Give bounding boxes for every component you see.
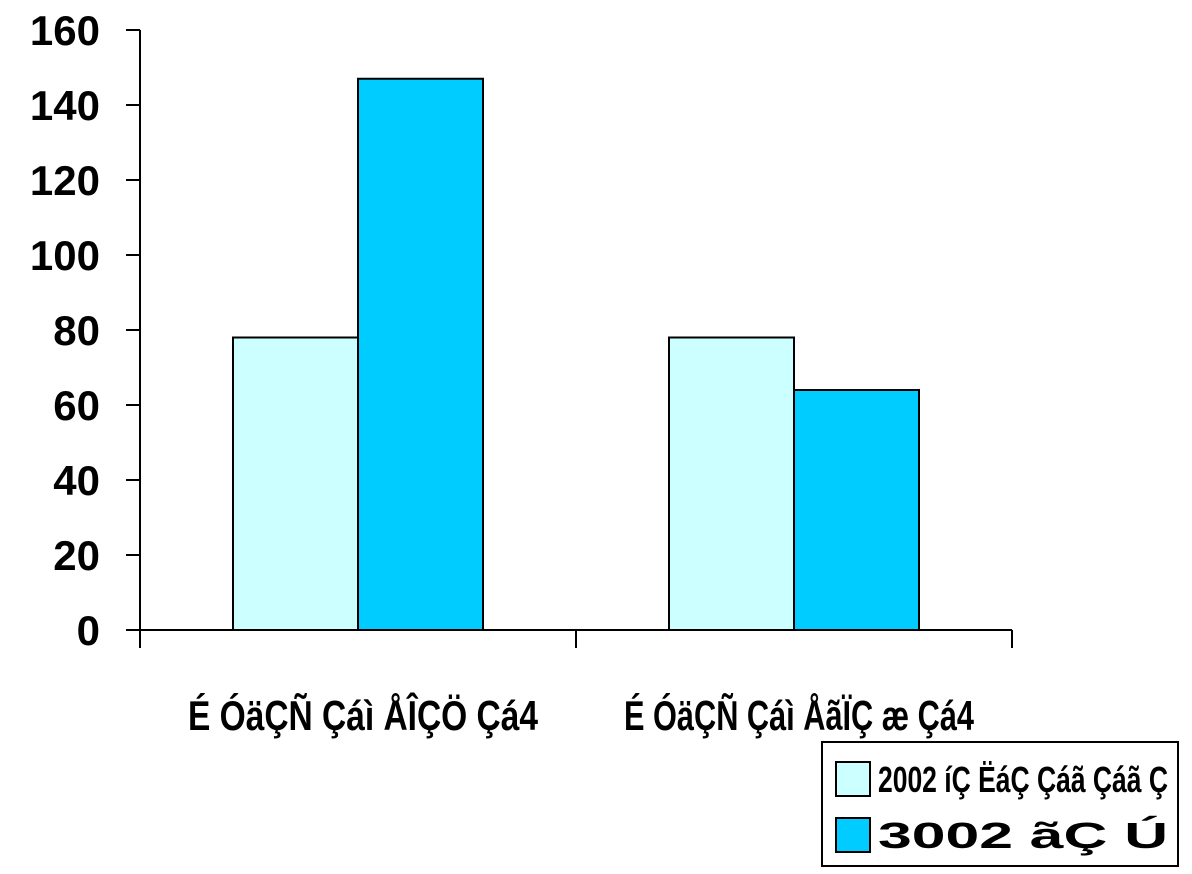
bars-group xyxy=(232,77,920,631)
legend-label-series1: 2002 íÇ ËáÇ Çáã Çáã Ç xyxy=(878,759,1168,800)
y-tick-label: 60 xyxy=(53,382,100,429)
y-tick-label: 80 xyxy=(53,307,100,354)
legend: 2002 íÇ ËáÇ Çáã Çáã Ç 3002 ãÇ Ú xyxy=(821,741,1179,867)
y-tick-label: 140 xyxy=(30,82,100,129)
legend-box xyxy=(821,741,1179,867)
legend-label-series2: 3002 ãÇ Ú xyxy=(878,814,1168,856)
x-category-label: É ÓäÇÑ Çáì ÅÎÇÖ Çá4 xyxy=(188,691,539,739)
legend-swatch-series2 xyxy=(835,817,871,853)
bar-series2-cat2 xyxy=(793,389,920,631)
y-tick-label: 20 xyxy=(53,532,100,579)
bar-series1-cat1 xyxy=(232,336,359,631)
legend-swatch-series1 xyxy=(835,761,871,797)
y-tick-label: 160 xyxy=(30,7,100,54)
bar-series1-cat2 xyxy=(668,336,795,631)
y-tick-label: 120 xyxy=(30,157,100,204)
y-tick-labels: 0 20 40 60 80 100 120 140 160 xyxy=(30,7,100,654)
x-category-labels: É ÓäÇÑ Çáì ÅÎÇÖ Çá4 É ÓäÇÑ Çáì ÅãÏÇ æ Çá4 xyxy=(188,691,974,739)
y-tick-label: 40 xyxy=(53,457,100,504)
y-tick-label: 0 xyxy=(77,607,100,654)
bar-series2-cat1 xyxy=(357,77,484,631)
axes-group xyxy=(126,29,1013,648)
x-category-label: É ÓäÇÑ Çáì ÅãÏÇ æ Çá4 xyxy=(624,691,974,739)
y-tick-label: 100 xyxy=(30,232,100,279)
